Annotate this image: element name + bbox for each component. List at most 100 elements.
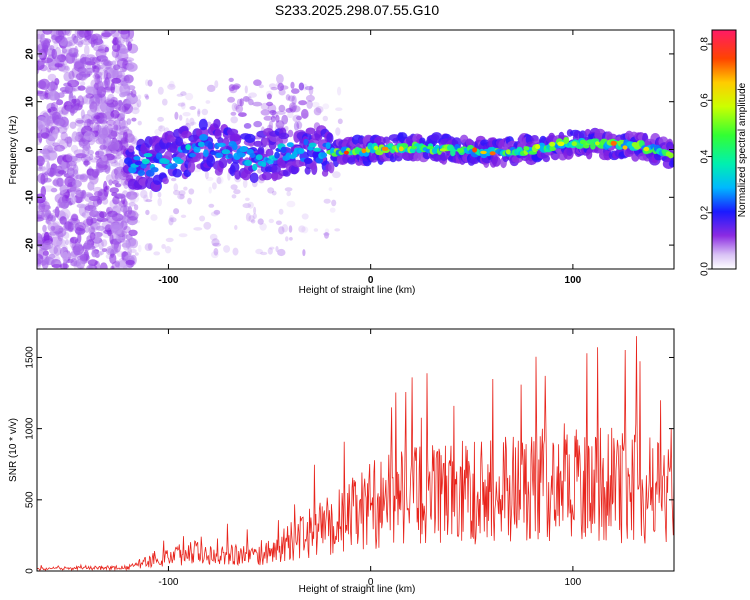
spectrogram-cell (248, 92, 257, 98)
spectrogram-cell (143, 153, 153, 158)
spectrogram-cell (117, 183, 122, 188)
spectrogram-cell (95, 225, 106, 231)
spectrogram-cell (255, 154, 263, 161)
spectrogram-cell (123, 129, 128, 142)
spectrogram-cell (92, 198, 100, 207)
spectrogram-cell (242, 96, 250, 102)
spectrogram-cell (268, 120, 274, 131)
spectrogram-cell (205, 176, 214, 181)
snr-series-line (37, 336, 674, 571)
spectrogram-cell (332, 171, 341, 179)
spectrogram-cell (489, 151, 496, 156)
spectrogram-cell (86, 118, 92, 128)
snr-ylabel: SNR (10 * v/v) (8, 418, 19, 482)
spectrogram-cell (189, 153, 196, 158)
spectrogram-cell (242, 179, 248, 189)
spectrogram-cell (99, 262, 108, 269)
spectrogram-cell (70, 144, 79, 153)
spectrogram-cell (285, 236, 289, 242)
spectrogram-cell (127, 85, 136, 91)
spectrogram-cell (231, 102, 238, 112)
spectrogram-cell (75, 258, 86, 269)
spectrogram-cell (218, 157, 228, 169)
spectrogram-cell (239, 98, 244, 107)
spectrogram-cell (79, 191, 85, 199)
spectrogram-cell (84, 44, 90, 57)
spectrogram-cell (70, 250, 83, 258)
spectrogram-cell (70, 214, 79, 225)
spectrogram-ytick-label: -10 (25, 190, 36, 205)
spectrogram-cell (121, 215, 131, 224)
spectrogram-cell (116, 36, 125, 45)
spectrogram-cell (53, 40, 59, 50)
spectrogram-cell (227, 153, 233, 159)
spectrogram-cell (83, 191, 94, 203)
spectrogram-cell (89, 154, 94, 160)
spectrogram-cell (37, 62, 40, 70)
spectrogram-cell (70, 236, 79, 244)
spectrogram-cell (247, 201, 254, 209)
spectrogram-cell (98, 55, 107, 60)
spectrogram-cell (290, 81, 295, 89)
spectrogram-ytick-label: 20 (25, 48, 36, 60)
spectrogram-cell (46, 144, 58, 154)
spectrogram-cell (153, 251, 161, 256)
spectrogram-cell (50, 80, 55, 92)
spectrogram-cell (65, 153, 73, 162)
spectrogram-cell (42, 224, 47, 233)
spectrogram-cell (87, 149, 94, 156)
spectrogram-cell (171, 163, 178, 168)
spectrogram-cell (45, 219, 50, 224)
spectrogram-cell (201, 108, 209, 116)
spectrogram-cell (105, 116, 116, 121)
spectrogram-cell (68, 48, 79, 55)
spectrogram-cell (70, 195, 77, 204)
spectrogram-cell (291, 105, 301, 113)
spectrogram-cell (37, 232, 43, 244)
spectrogram-cell (203, 149, 209, 157)
spectrogram-cell (95, 231, 102, 241)
spectrogram-cell (185, 92, 194, 101)
spectrogram-cell (40, 33, 45, 43)
spectrogram-cell (122, 81, 131, 86)
spectrogram-cell (41, 132, 50, 139)
spectrogram-cell (296, 121, 303, 130)
spectrogram-cell (667, 152, 674, 159)
spectrogram-cell (145, 95, 150, 100)
spectrogram-cell (161, 244, 166, 249)
spectrogram-cell (37, 166, 44, 172)
spectrogram-cell (115, 124, 122, 132)
spectrogram-cell (164, 246, 172, 254)
spectrogram-cell (83, 131, 96, 141)
spectrogram-cell (104, 76, 110, 89)
spectrogram-cell (76, 203, 87, 209)
snr-ytick-label: 0 (25, 568, 36, 574)
spectrogram-cell (61, 41, 73, 47)
spectrogram-cell (238, 112, 247, 117)
colorbar-tick-label: 0.0 (700, 262, 711, 276)
spectrogram-cell (110, 130, 119, 137)
spectrogram-cell (138, 244, 142, 253)
spectrogram-cell (261, 171, 273, 181)
spectrogram-cell (50, 216, 56, 222)
spectrogram-cell (212, 242, 222, 247)
spectrogram-cell (337, 118, 343, 125)
spectrogram-cell (563, 136, 570, 145)
colorbar-ticks: 0.0 0.2 0.4 0.6 0.8 (700, 37, 712, 276)
spectrogram-cell (269, 109, 277, 116)
spectrogram-cell (259, 222, 267, 231)
spectrogram-cell (185, 117, 189, 126)
spectrogram-cell (145, 199, 153, 203)
spectrogram-cell (41, 204, 52, 211)
spectrogram-cell (49, 167, 54, 178)
spectrogram-cell (46, 216, 52, 225)
spectrogram-cell (268, 83, 277, 89)
spectrogram-cell (122, 57, 135, 63)
spectrogram-cell (235, 104, 244, 113)
spectrogram-cell (109, 187, 119, 194)
spectrogram-cell (89, 232, 96, 241)
spectrogram-cell (643, 146, 650, 152)
spectrogram-cell (197, 108, 201, 115)
spectrogram-cell (230, 184, 238, 190)
